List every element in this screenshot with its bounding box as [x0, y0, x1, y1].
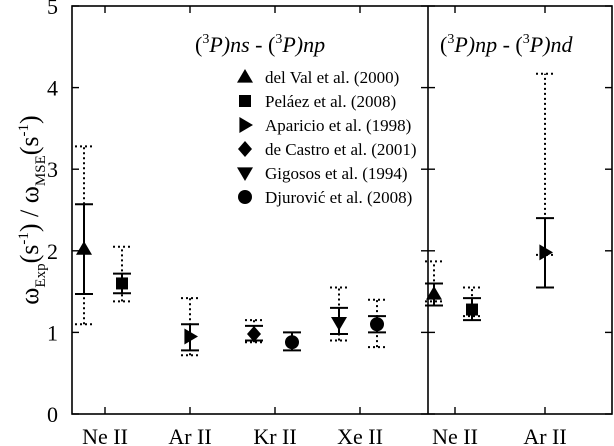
legend: del Val et al. (2000) Peláez et al. (2008… [237, 68, 417, 207]
x-tick-label: Ne II [82, 424, 128, 446]
triangle-up-marker [237, 69, 253, 83]
legend-label: del Val et al. (2000) [265, 68, 399, 87]
square-marker [466, 303, 478, 316]
x-tick-label: Xe II [337, 424, 383, 446]
plot-frame [71, 5, 613, 415]
triangle-up-marker [76, 241, 92, 255]
triangle-down-marker [331, 317, 347, 331]
x-tick-label: Ar II [523, 424, 566, 446]
y-tick-label: 4 [47, 76, 58, 101]
triangle-right-marker [539, 244, 553, 261]
triangle-right-marker [184, 328, 198, 345]
circle-marker [285, 335, 299, 350]
circle-marker [370, 317, 384, 332]
x-tick-label: Kr II [253, 424, 296, 446]
plot-border [71, 5, 613, 415]
y-tick-label: 2 [47, 239, 58, 264]
square-marker [116, 277, 128, 290]
legend-label: Peláez et al. (2008) [265, 92, 396, 111]
square-marker [239, 95, 251, 107]
triangle-right-marker [239, 117, 253, 133]
legend-label: de Castro et al. (2001) [265, 140, 417, 159]
y-tick-label: 5 [47, 0, 58, 19]
circle-marker [238, 190, 252, 204]
y-tick-label: 3 [47, 157, 58, 182]
data-markers [76, 241, 553, 350]
legend-label: Gigosos et al. (1994) [265, 164, 408, 183]
y-axis-label: ωExp(s-1) / ωMSE(s-1) [15, 115, 49, 304]
legend-label: Aparicio et al. (1998) [265, 116, 411, 135]
x-tick-label: Ne II [432, 424, 478, 446]
y-tick-label: 1 [47, 320, 58, 345]
x-axis-ticks: Ne II Ar II Kr II Xe II Ne II Ar II [82, 6, 567, 446]
x-tick-label: Ar II [168, 424, 211, 446]
legend-label: Djurović et al. (2008) [265, 188, 412, 207]
y-axis-ticks: 0 1 2 3 4 5 [47, 0, 612, 427]
diamond-marker [247, 326, 261, 343]
panel-2-title: (3P)np - (3P)nd [440, 32, 574, 57]
triangle-up-marker [426, 286, 442, 300]
triangle-down-marker [237, 167, 253, 181]
panel-1-title: (3P)ns - (3P)np [195, 32, 325, 57]
y-tick-label: 0 [47, 402, 58, 427]
diamond-marker [238, 141, 252, 157]
